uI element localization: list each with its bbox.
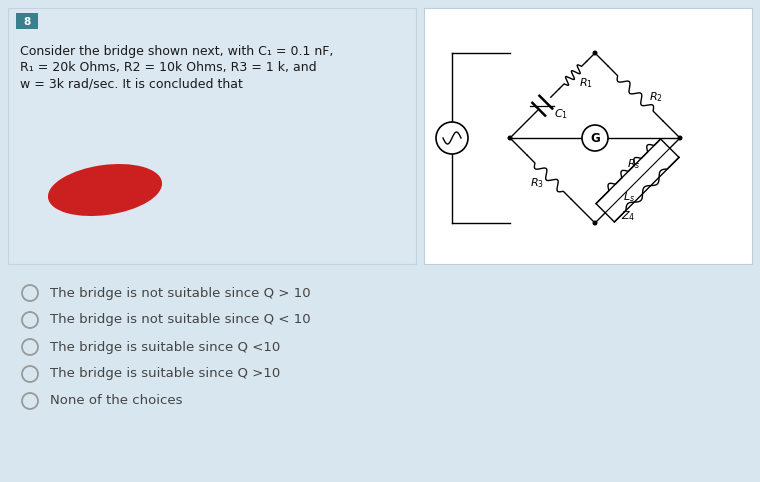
Text: $R_3$: $R_3$ (530, 176, 544, 190)
Text: The bridge is suitable since Q <10: The bridge is suitable since Q <10 (50, 340, 280, 353)
FancyBboxPatch shape (8, 8, 416, 264)
Circle shape (593, 220, 597, 226)
Text: $Z_4$: $Z_4$ (621, 209, 635, 223)
Text: R₁ = 20k Ohms, R2 = 10k Ohms, R3 = 1 k, and: R₁ = 20k Ohms, R2 = 10k Ohms, R3 = 1 k, … (20, 62, 317, 75)
Text: $L_s$: $L_s$ (622, 190, 635, 204)
Text: $R_1$: $R_1$ (579, 76, 593, 90)
Text: $R_2$: $R_2$ (649, 90, 663, 104)
Text: w = 3k rad/sec. It is concluded that: w = 3k rad/sec. It is concluded that (20, 78, 243, 91)
Text: The bridge is not suitable since Q > 10: The bridge is not suitable since Q > 10 (50, 286, 311, 299)
Circle shape (436, 122, 468, 154)
Circle shape (593, 51, 597, 55)
Circle shape (677, 135, 682, 140)
Text: None of the choices: None of the choices (50, 394, 182, 407)
Ellipse shape (48, 164, 162, 216)
FancyBboxPatch shape (424, 8, 752, 264)
Text: $C_1$: $C_1$ (554, 107, 568, 120)
Circle shape (582, 125, 608, 151)
FancyBboxPatch shape (16, 13, 38, 29)
Text: Consider the bridge shown next, with C₁ = 0.1 nF,: Consider the bridge shown next, with C₁ … (20, 45, 334, 58)
Text: $R_s$: $R_s$ (628, 157, 641, 171)
Circle shape (508, 135, 512, 140)
Text: The bridge is not suitable since Q < 10: The bridge is not suitable since Q < 10 (50, 313, 311, 326)
Text: 8: 8 (24, 17, 30, 27)
Text: The bridge is suitable since Q >10: The bridge is suitable since Q >10 (50, 367, 280, 380)
Text: G: G (590, 132, 600, 145)
